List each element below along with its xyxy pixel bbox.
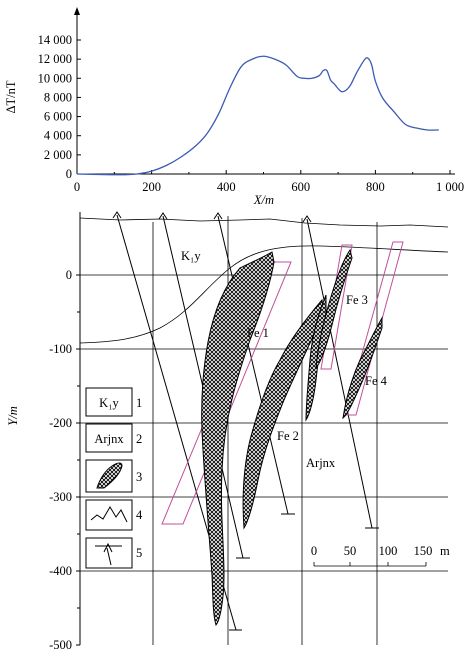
x-tick-label: 200 <box>142 180 161 194</box>
topography-line <box>79 217 449 228</box>
legend-symbol-arjnx: Arjnx <box>94 432 124 446</box>
x-tick-label: 600 <box>291 180 310 194</box>
scale-bar: 0 50 100 150 m <box>311 544 450 567</box>
drill-hole <box>217 215 289 515</box>
ore-body-fe4 <box>342 316 383 420</box>
x-tick-label: 400 <box>217 180 236 194</box>
scale-bar-label: 0 <box>311 544 317 558</box>
cross-section: 0 -100 -200 -300 -400 -500 Y/m <box>6 211 450 652</box>
y-tick-label: 4 000 <box>44 129 72 143</box>
legend-box <box>85 499 133 531</box>
ore-body-fe2 <box>242 298 325 530</box>
drill-hole <box>306 218 373 529</box>
label-fe2: Fe 2 <box>277 429 299 443</box>
section-y-tick-label: 0 <box>66 268 72 282</box>
legend-number: 2 <box>136 432 142 446</box>
section-y-tick-label: -200 <box>49 416 72 430</box>
scale-bar-label: 100 <box>379 544 398 558</box>
legend-box <box>85 387 133 417</box>
drill-collar <box>213 212 223 220</box>
y-axis-arrow <box>74 7 80 15</box>
legend-box <box>85 423 133 453</box>
x-tick-label: 1 000 <box>436 180 464 194</box>
section-y-tick-label: -500 <box>49 638 72 652</box>
section-y-tick-label: -400 <box>49 564 72 578</box>
legend-number: 1 <box>136 396 142 410</box>
drill-collar <box>112 211 122 219</box>
section-y-ticks: 0 -100 -200 -300 -400 -500 <box>49 268 80 652</box>
legend-drill-icon <box>106 547 112 566</box>
ore-body-fe3 <box>315 248 353 370</box>
y-tick-label: 12 000 <box>38 52 72 66</box>
legend-drill-icon <box>103 542 113 553</box>
section-y-axis-label: Y/m <box>6 406 20 425</box>
y-tick-label: 10 000 <box>38 71 72 85</box>
x-ticks: 0 200 400 600 800 1 000 <box>74 170 464 194</box>
y-tick-label: 14 000 <box>38 33 72 47</box>
legend-number: 5 <box>136 546 142 560</box>
label-kly: K₁y <box>181 249 201 263</box>
drill-collar <box>302 215 312 223</box>
y-tick-label: 6 000 <box>44 110 72 124</box>
legend-mountain-icon <box>90 506 128 523</box>
legend-ore-swatch <box>96 462 123 489</box>
ore-body-fe1 <box>201 251 275 627</box>
scale-bar-label: 50 <box>344 544 357 558</box>
series-line <box>76 55 439 176</box>
legend-box <box>85 537 133 569</box>
legend-symbol-kly: K₁y <box>99 396 119 410</box>
interpreted-body-outline <box>344 241 404 416</box>
grid <box>80 216 448 645</box>
label-fe1: Fe 1 <box>247 326 269 340</box>
section-y-tick-label: -300 <box>49 490 72 504</box>
x-axis-label: X/m <box>253 193 274 207</box>
label-fe4: Fe 4 <box>365 374 388 388</box>
scale-bar-unit: m <box>440 544 450 558</box>
x-tick-label: 0 <box>74 180 80 194</box>
label-fe3: Fe 3 <box>346 293 368 307</box>
y-tick-label: 8 000 <box>44 90 72 104</box>
x-tick-label: 800 <box>366 180 385 194</box>
legend-number: 3 <box>136 470 142 484</box>
y-axis-label: ΔT/nT <box>4 80 18 113</box>
ore-bodies <box>201 248 383 627</box>
y-tick-label: 0 <box>66 167 72 181</box>
section-y-tick-label: -100 <box>49 342 72 356</box>
scale-bar-label: 150 <box>414 544 433 558</box>
y-tick-label: 2 000 <box>44 148 72 162</box>
y-ticks: 0 2 000 4 000 6 000 8 000 10 000 12 000 14 000 <box>38 33 81 181</box>
label-arjnx: Arjnx <box>306 456 336 470</box>
legend: K₁y 1 Arjnx 2 3 4 5 <box>85 387 143 569</box>
drill-collar <box>158 212 168 220</box>
legend-number: 4 <box>136 508 143 522</box>
